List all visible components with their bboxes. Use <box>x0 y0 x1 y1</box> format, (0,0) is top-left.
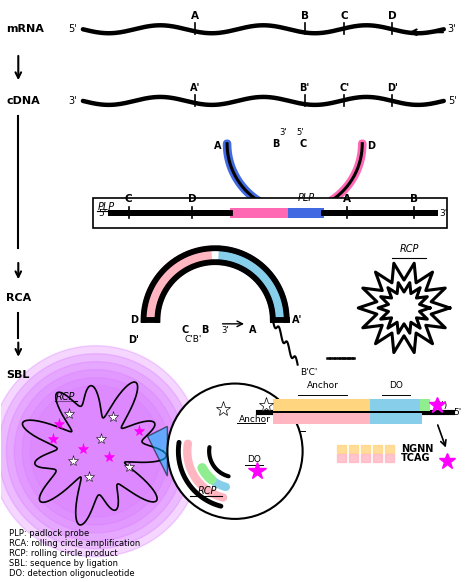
Text: A: A <box>214 141 221 151</box>
Text: C: C <box>299 139 306 149</box>
Text: PLP: PLP <box>298 193 315 204</box>
Text: SBL: SBL <box>6 370 30 379</box>
Text: D': D' <box>128 335 138 345</box>
Polygon shape <box>373 445 382 453</box>
Text: A: A <box>343 194 351 204</box>
Text: D: D <box>130 315 138 325</box>
Polygon shape <box>0 354 193 549</box>
Text: B: B <box>201 325 209 335</box>
Text: C: C <box>125 194 132 204</box>
Text: B': B' <box>300 83 310 93</box>
Text: RCA: rolling circle amplification: RCA: rolling circle amplification <box>9 539 141 548</box>
Text: (3'): (3') <box>432 401 447 410</box>
Bar <box>370 399 422 411</box>
Text: A': A' <box>190 83 201 93</box>
Text: B: B <box>301 11 309 22</box>
Bar <box>93 198 447 228</box>
Text: mRNA: mRNA <box>6 24 44 34</box>
Bar <box>420 399 430 411</box>
Text: B: B <box>410 194 418 204</box>
Polygon shape <box>349 445 358 453</box>
Circle shape <box>167 384 302 519</box>
Text: D: D <box>367 141 375 151</box>
Text: DO: DO <box>247 455 261 464</box>
Bar <box>370 413 422 424</box>
Polygon shape <box>373 454 382 462</box>
Polygon shape <box>361 445 370 453</box>
Text: DO: DO <box>389 381 403 389</box>
Polygon shape <box>144 249 211 320</box>
Text: 3': 3' <box>439 209 447 218</box>
Text: PLP: padlock probe: PLP: padlock probe <box>9 529 90 538</box>
Text: RCA: RCA <box>6 293 32 303</box>
Text: NGNN: NGNN <box>401 444 433 454</box>
Text: C: C <box>182 325 189 335</box>
Text: B: B <box>272 139 279 149</box>
Text: DO: detection oligonucleotide: DO: detection oligonucleotide <box>9 569 135 578</box>
Polygon shape <box>14 370 177 533</box>
Text: A: A <box>191 11 199 22</box>
Polygon shape <box>337 454 346 462</box>
Text: RCP: rolling circle product: RCP: rolling circle product <box>9 549 118 558</box>
Text: Anchor: Anchor <box>307 381 338 389</box>
Text: C': C' <box>339 83 349 93</box>
Text: Anchor: Anchor <box>239 415 271 424</box>
Polygon shape <box>219 249 287 320</box>
Polygon shape <box>378 283 430 333</box>
Bar <box>273 399 370 411</box>
Polygon shape <box>30 385 162 517</box>
Text: C'B': C'B' <box>184 335 202 345</box>
Text: D: D <box>388 11 396 22</box>
Text: RCP: RCP <box>198 486 217 496</box>
Text: 3': 3' <box>221 326 228 335</box>
Text: 5': 5' <box>448 96 456 106</box>
Polygon shape <box>385 445 394 453</box>
Polygon shape <box>385 454 394 462</box>
Polygon shape <box>6 361 185 541</box>
Text: A: A <box>249 325 256 335</box>
Polygon shape <box>358 263 450 353</box>
Text: PLP: PLP <box>98 203 115 212</box>
Text: (5'): (5') <box>245 401 260 410</box>
Text: 3': 3' <box>279 128 287 137</box>
Text: cDNA: cDNA <box>6 96 40 106</box>
Polygon shape <box>361 454 370 462</box>
Text: B'C': B'C' <box>301 368 318 377</box>
Text: RCP: RCP <box>399 244 419 254</box>
Polygon shape <box>0 346 201 557</box>
Text: D: D <box>188 194 197 204</box>
Text: 5': 5' <box>454 408 462 417</box>
Bar <box>273 413 370 424</box>
Text: RCP: RCP <box>237 420 256 430</box>
Text: 5': 5' <box>297 128 304 137</box>
Text: 3': 3' <box>448 24 456 34</box>
Polygon shape <box>349 454 358 462</box>
Text: D': D' <box>387 83 398 93</box>
Text: A': A' <box>292 315 302 325</box>
Text: SBL: sequence by ligation: SBL: sequence by ligation <box>9 559 119 567</box>
Polygon shape <box>147 427 167 476</box>
Text: RCP: RCP <box>56 392 75 402</box>
Text: 5': 5' <box>99 209 107 218</box>
Text: 5': 5' <box>68 24 77 34</box>
Polygon shape <box>22 382 166 525</box>
Text: 3': 3' <box>68 96 77 106</box>
Text: 3': 3' <box>247 408 256 417</box>
Text: C: C <box>340 11 348 22</box>
Polygon shape <box>22 378 169 525</box>
Polygon shape <box>337 445 346 453</box>
Text: TCAG: TCAG <box>401 453 430 463</box>
